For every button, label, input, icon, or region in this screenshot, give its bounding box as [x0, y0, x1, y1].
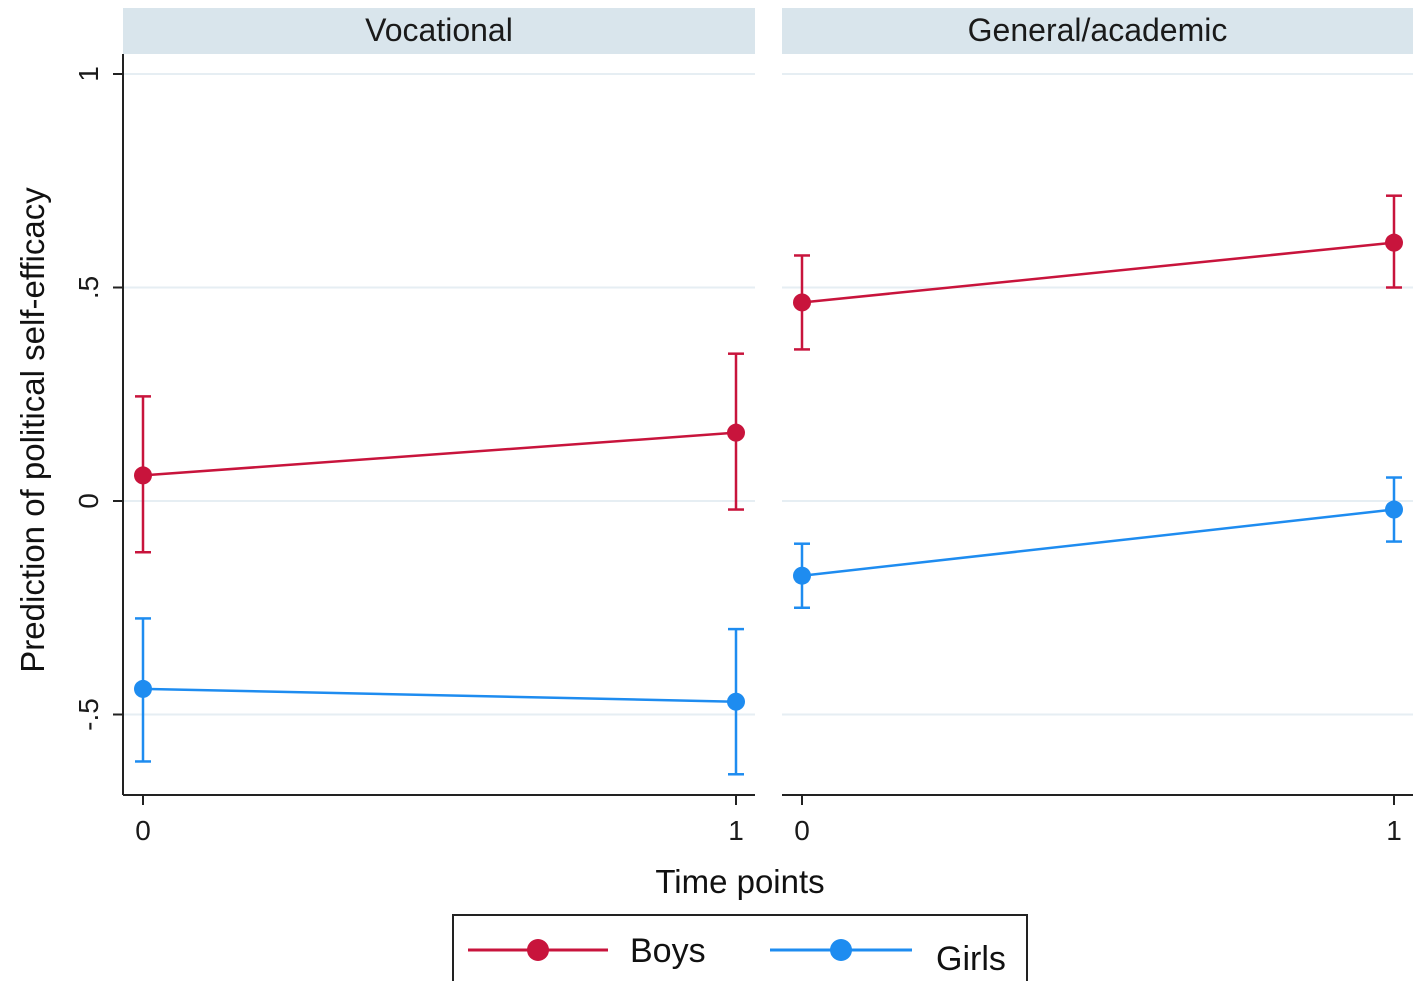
panel-1: Vocational 0 1: [123, 8, 755, 846]
x-tick-label: 1: [1386, 815, 1402, 846]
panel-strip: [782, 8, 1413, 54]
y-tick-label: -.5: [73, 698, 104, 731]
x-tick-label: 1: [728, 815, 744, 846]
legend-girls-marker: [830, 939, 852, 961]
panel-title: General/academic: [968, 12, 1228, 48]
panel-2: General/academic 0 1: [782, 8, 1413, 846]
data-point: [1385, 233, 1403, 252]
legend-girls-label: Girls: [936, 940, 1006, 978]
data-point: [727, 692, 745, 711]
legend-boys-marker: [527, 939, 549, 961]
y-tick-label: 1: [73, 66, 104, 82]
axis-layer: -.5 0 .5 1: [73, 54, 124, 795]
x-tick-label: 0: [794, 815, 810, 846]
y-tick-label: 0: [73, 493, 104, 509]
series-boys: [793, 194, 1403, 351]
series-line: [142, 687, 737, 703]
data-point: [1385, 500, 1403, 519]
panel-title: Vocational: [365, 12, 513, 48]
x-tick-label: 0: [135, 815, 151, 846]
plot-area: [123, 54, 755, 795]
series-line: [801, 241, 1395, 304]
panels-layer: Vocational 0 1 General/academic 0 1: [123, 8, 1413, 846]
x-axis-title: Time points: [655, 863, 824, 900]
data-point: [793, 566, 811, 585]
series-line: [142, 431, 737, 477]
legend: Boys Girls: [452, 914, 1028, 981]
legend-boys-label: Boys: [630, 932, 706, 970]
panel-strip: [123, 8, 755, 54]
data-point: [793, 293, 811, 312]
series-line: [801, 508, 1395, 577]
data-point: [134, 466, 152, 485]
plot-area: [782, 54, 1413, 795]
series-boys: [134, 352, 745, 554]
series-girls: [793, 476, 1403, 609]
series-girls: [134, 617, 745, 776]
y-tick-label: .5: [73, 276, 104, 299]
data-point: [134, 679, 152, 698]
y-axis-title: Prediction of political self-efficacy: [14, 187, 51, 673]
data-point: [727, 423, 745, 442]
